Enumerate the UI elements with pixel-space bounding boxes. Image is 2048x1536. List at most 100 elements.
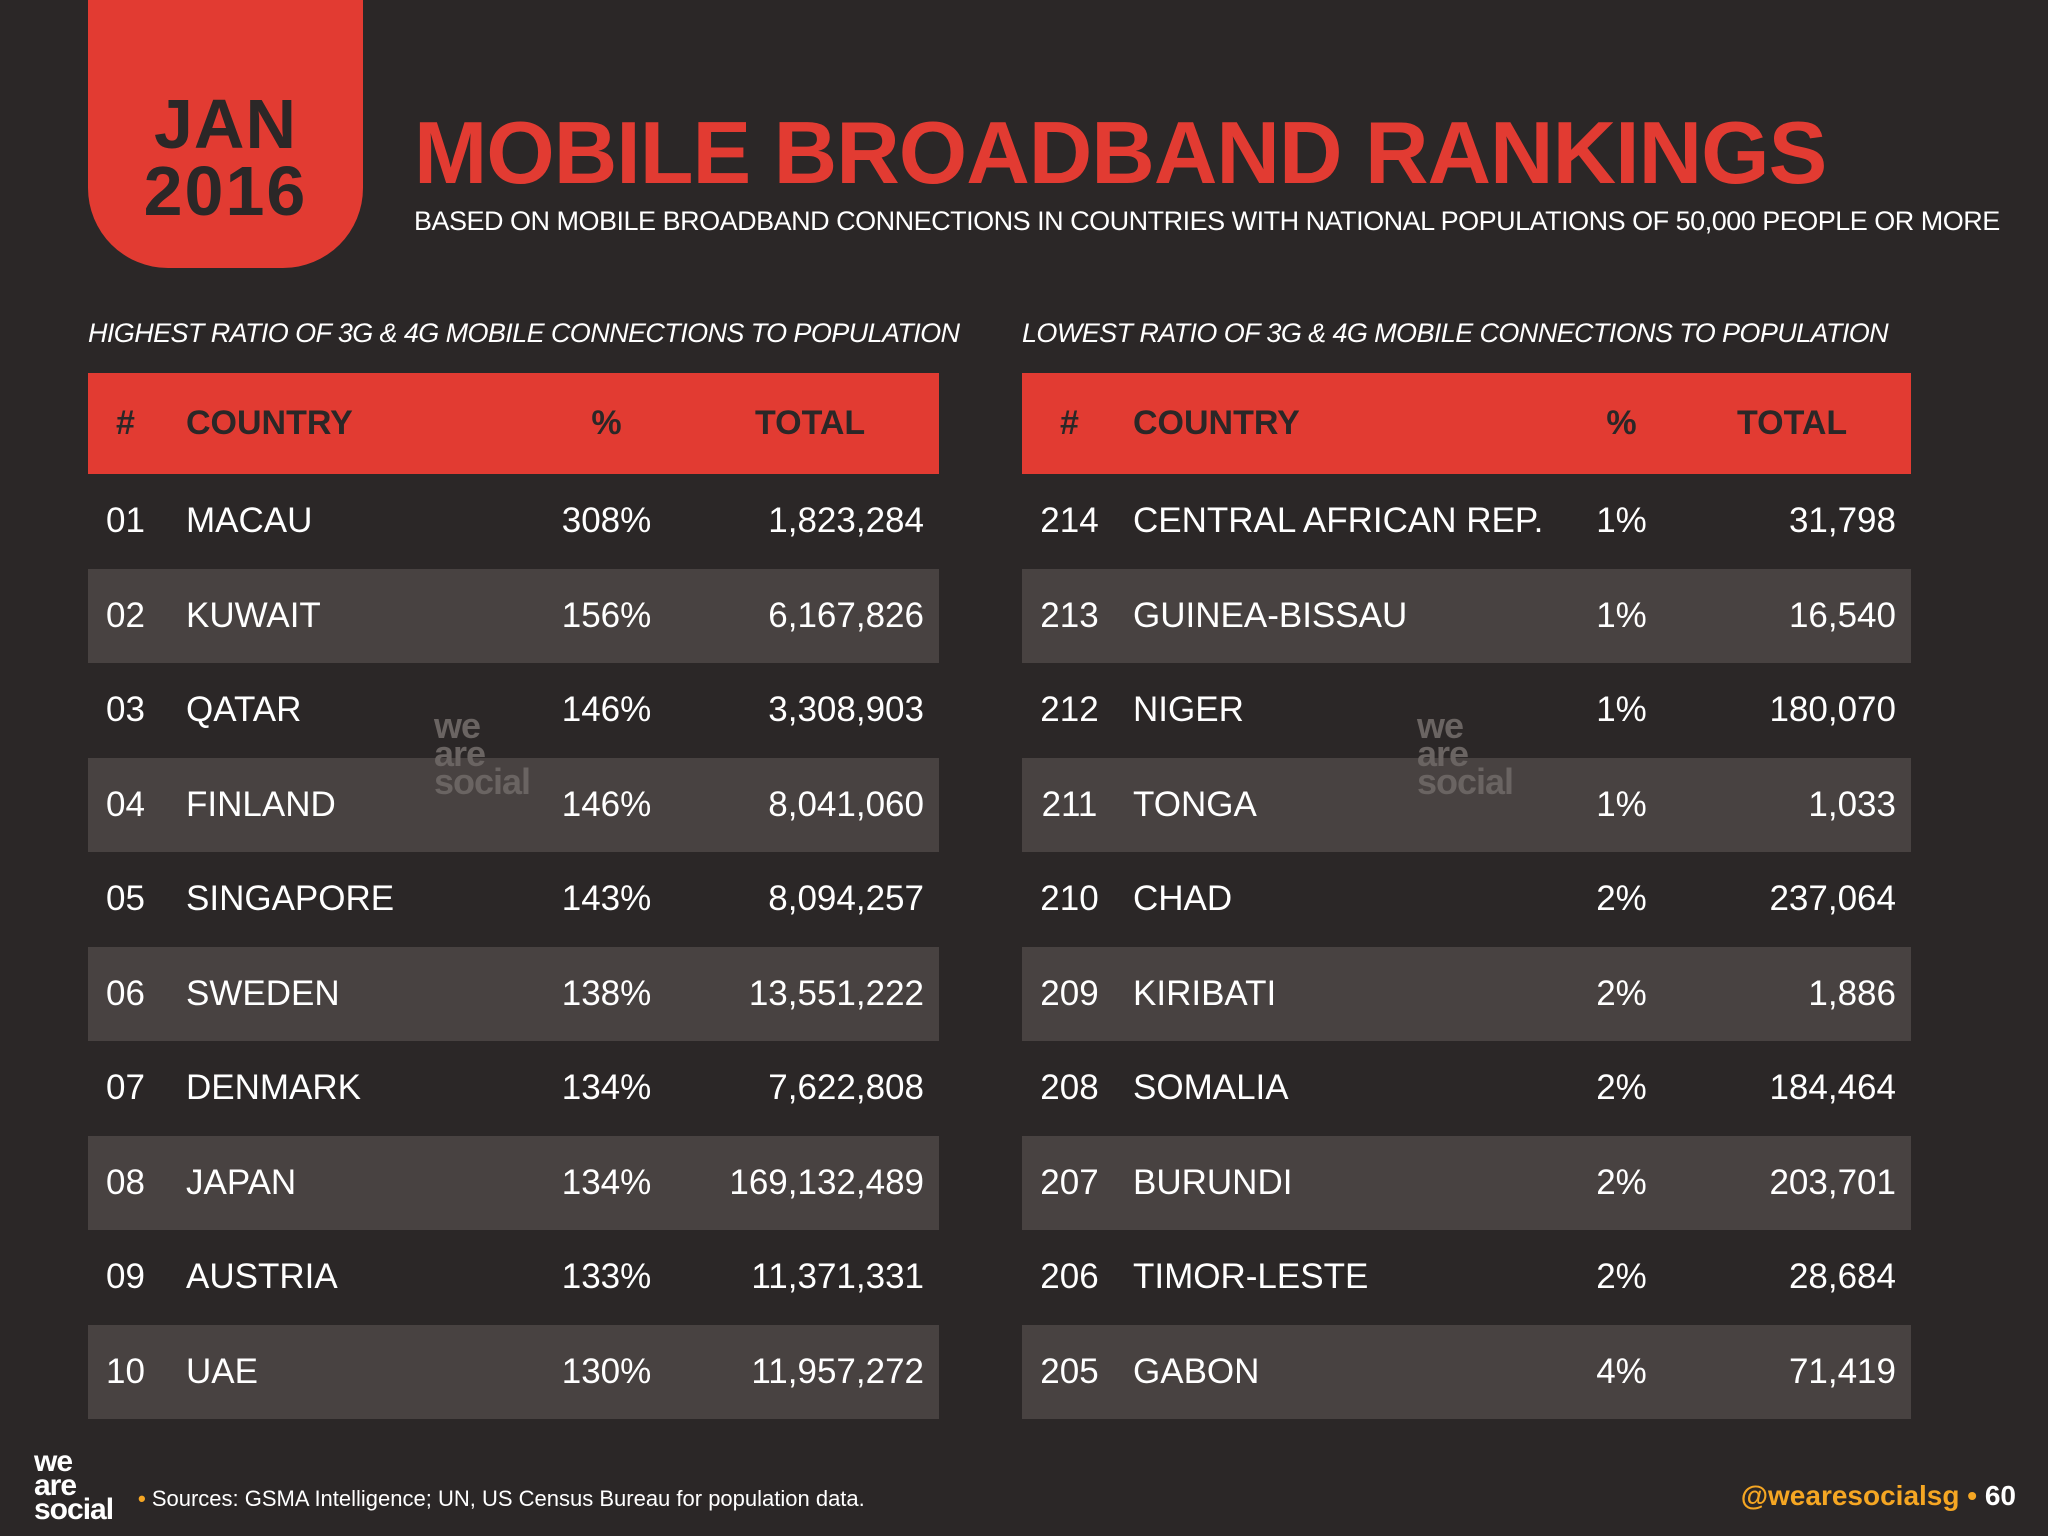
total-cell: 169,132,489	[685, 1135, 939, 1230]
rank-cell: 07	[106, 1068, 145, 1108]
percent-cell: 130%	[528, 1324, 685, 1419]
rank-cell: 02	[88, 568, 163, 663]
percent-cell: 2%	[1596, 1068, 1647, 1108]
total-cell: 1,823,284	[768, 501, 924, 541]
table-header-row: # COUNTRY % TOTAL	[1022, 373, 1911, 474]
rank-cell: 210	[1040, 879, 1099, 919]
total-cell: 11,957,272	[685, 1324, 939, 1419]
country-cell: DENMARK	[186, 1068, 362, 1108]
country-cell: GABON	[1117, 1324, 1559, 1419]
country-cell: NIGER	[1133, 690, 1244, 730]
rank-cell: 211	[1022, 757, 1117, 852]
rank-cell: 03	[106, 690, 145, 730]
rank-cell: 06	[88, 946, 163, 1041]
table-row: 07 DENMARK 134% 7,622,808	[88, 1041, 939, 1136]
column-header-total: TOTAL	[685, 373, 939, 474]
total-cell: 11,371,331	[751, 1257, 924, 1297]
percent-cell: 133%	[561, 1257, 652, 1297]
rank-cell: 212	[1040, 690, 1099, 730]
percent-cell: 138%	[528, 946, 685, 1041]
rank-cell: 206	[1040, 1257, 1099, 1297]
highest-section-heading: HIGHEST RATIO OF 3G & 4G MOBILE CONNECTI…	[88, 318, 960, 348]
table-row: 212 NIGER 1% 180,070	[1022, 663, 1911, 758]
column-header-country: COUNTRY	[163, 373, 528, 474]
country-cell: TIMOR-LESTE	[1133, 1257, 1369, 1297]
table-row: 03 QATAR 146% 3,308,903	[88, 663, 939, 758]
country-cell: JAPAN	[163, 1135, 528, 1230]
date-badge: JAN 2016	[88, 0, 363, 268]
country-cell: CHAD	[1133, 879, 1233, 919]
total-cell: 8,094,257	[768, 879, 924, 919]
table-row: 213 GUINEA-BISSAU 1% 16,540	[1022, 568, 1911, 663]
watermark-logo-left: we are social	[434, 705, 531, 803]
country-cell: AUSTRIA	[186, 1257, 338, 1297]
percent-cell: 134%	[561, 1068, 652, 1108]
brand-logo: we are social	[34, 1445, 114, 1526]
total-cell: 71,419	[1684, 1324, 1911, 1419]
table-row: 206 TIMOR-LESTE 2% 28,684	[1022, 1230, 1911, 1325]
table-row: 210 CHAD 2% 237,064	[1022, 852, 1911, 947]
table-row: 208 SOMALIA 2% 184,464	[1022, 1041, 1911, 1136]
rank-cell: 205	[1022, 1324, 1117, 1419]
total-cell: 8,041,060	[685, 757, 939, 852]
percent-cell: 146%	[561, 690, 652, 730]
social-handle: @wearesocialsg	[1740, 1480, 1960, 1511]
date-month: JAN	[153, 85, 298, 163]
country-cell: MACAU	[186, 501, 313, 541]
page-subtitle: BASED ON MOBILE BROADBAND CONNECTIONS IN…	[414, 206, 2000, 236]
table-row: 214 CENTRAL AFRICAN REP. 1% 31,798	[1022, 474, 1911, 569]
lowest-ranking-table: # COUNTRY % TOTAL 214 CENTRAL AFRICAN REP…	[1022, 373, 1911, 1419]
country-cell: BURUNDI	[1117, 1135, 1559, 1230]
rank-cell: 213	[1022, 568, 1117, 663]
table-row: 209 KIRIBATI 2% 1,886	[1022, 946, 1911, 1041]
table-row: 02 KUWAIT 156% 6,167,826	[88, 568, 939, 663]
percent-cell: 156%	[528, 568, 685, 663]
column-header-percent: %	[528, 373, 685, 474]
percent-cell: 143%	[561, 879, 652, 919]
total-cell: 28,684	[1788, 1257, 1896, 1297]
total-cell: 7,622,808	[768, 1068, 924, 1108]
rank-cell: 04	[88, 757, 163, 852]
table-row: 08 JAPAN 134% 169,132,489	[88, 1135, 939, 1230]
country-cell: UAE	[163, 1324, 528, 1419]
rank-cell: 09	[106, 1257, 145, 1297]
table-row: 10 UAE 130% 11,957,272	[88, 1324, 939, 1419]
total-cell: 203,701	[1684, 1135, 1911, 1230]
country-cell: QATAR	[186, 690, 302, 730]
percent-cell: 1%	[1559, 757, 1684, 852]
column-header-rank: #	[1022, 373, 1117, 474]
table-header-row: # COUNTRY % TOTAL	[88, 373, 939, 474]
country-cell: SWEDEN	[163, 946, 528, 1041]
percent-cell: 2%	[1559, 946, 1684, 1041]
table-row: 04 FINLAND 146% 8,041,060	[88, 757, 939, 852]
country-cell: SINGAPORE	[186, 879, 395, 919]
percent-cell: 2%	[1596, 879, 1647, 919]
percent-cell: 146%	[528, 757, 685, 852]
column-header-rank: #	[88, 373, 163, 474]
rank-cell: 10	[88, 1324, 163, 1419]
country-cell: GUINEA-BISSAU	[1117, 568, 1559, 663]
column-header-country: COUNTRY	[1117, 373, 1559, 474]
total-cell: 31,798	[1788, 501, 1896, 541]
rank-cell: 208	[1040, 1068, 1099, 1108]
page-title: MOBILE BROADBAND RANKINGS	[414, 103, 1827, 202]
total-cell: 184,464	[1769, 1068, 1896, 1108]
rank-cell: 08	[88, 1135, 163, 1230]
percent-cell: 2%	[1559, 1135, 1684, 1230]
bullet-icon: •	[138, 1486, 146, 1511]
percent-cell: 308%	[561, 501, 652, 541]
table-row: 211 TONGA 1% 1,033	[1022, 757, 1911, 852]
percent-cell: 1%	[1596, 501, 1647, 541]
country-cell: SOMALIA	[1133, 1068, 1289, 1108]
table-row: 09 AUSTRIA 133% 11,371,331	[88, 1230, 939, 1325]
total-cell: 16,540	[1684, 568, 1911, 663]
total-cell: 13,551,222	[685, 946, 939, 1041]
rank-cell: 01	[106, 501, 145, 541]
page-number: 60	[1984, 1480, 2016, 1511]
column-header-total: TOTAL	[1684, 373, 1911, 474]
sources-text: Sources: GSMA Intelligence; UN, US Censu…	[151, 1486, 865, 1511]
country-cell: KUWAIT	[163, 568, 528, 663]
percent-cell: 134%	[528, 1135, 685, 1230]
total-cell: 1,033	[1684, 757, 1911, 852]
country-cell: TONGA	[1117, 757, 1559, 852]
